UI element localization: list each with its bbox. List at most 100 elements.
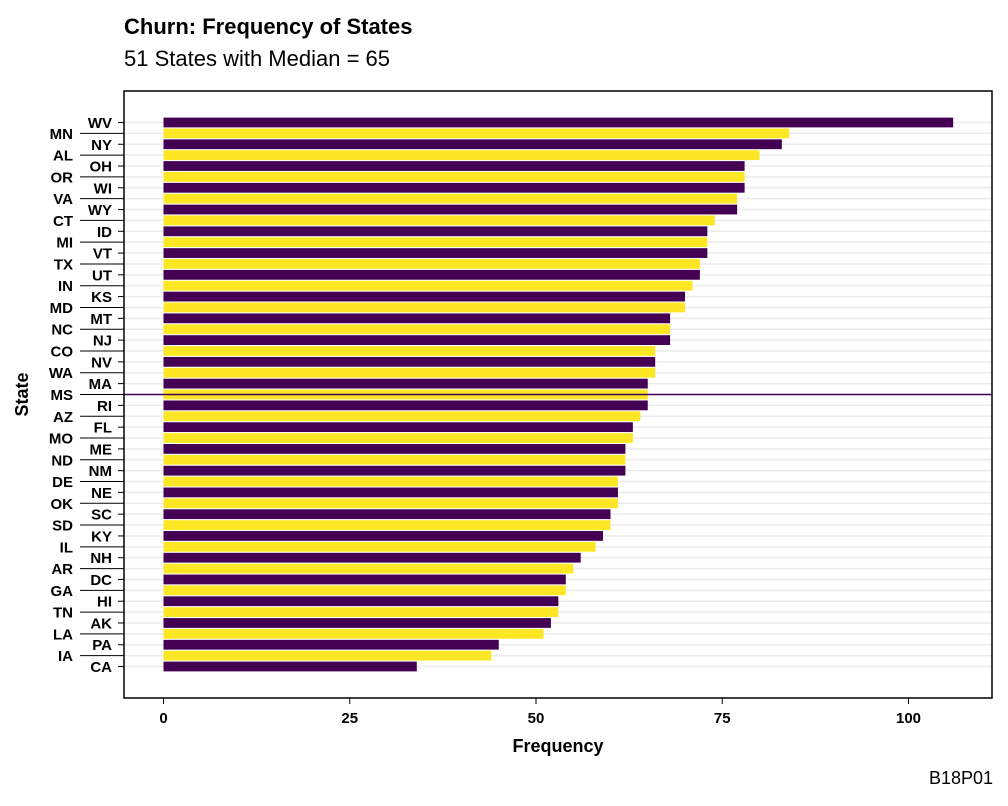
bars bbox=[163, 117, 954, 672]
y-tick-label: MI bbox=[56, 235, 73, 252]
y-tick-label: MA bbox=[89, 376, 112, 393]
y-tick-label: VT bbox=[93, 246, 112, 263]
bar-tn bbox=[163, 607, 559, 617]
bar-ak bbox=[163, 618, 551, 628]
y-tick-label: AK bbox=[90, 615, 112, 632]
y-tick-label: NM bbox=[89, 463, 112, 480]
bar-al bbox=[163, 150, 760, 161]
bar-pa bbox=[163, 639, 499, 650]
bar-nm bbox=[163, 465, 626, 476]
bar-la bbox=[163, 628, 544, 639]
y-tick-label: MO bbox=[49, 431, 73, 448]
bar-ks bbox=[163, 291, 685, 302]
bar-dc bbox=[163, 574, 566, 585]
y-tick-labels: WV MN NY AL OH OR WI VA WY CT ID MI VT TX UT IN KS MD MT NC… bbox=[49, 115, 124, 676]
bar-nh bbox=[163, 552, 581, 563]
bar-sc bbox=[163, 509, 611, 520]
y-tick-label: LA bbox=[53, 626, 73, 643]
y-tick-label: TX bbox=[54, 256, 73, 273]
y-tick-label: DE bbox=[52, 474, 73, 491]
y-tick-label: MS bbox=[51, 387, 74, 404]
y-tick-label: CA bbox=[90, 659, 112, 676]
y-tick-label: NH bbox=[90, 550, 112, 567]
y-axis-title: State bbox=[12, 372, 32, 416]
x-tick-label: 75 bbox=[714, 710, 731, 727]
bar-mt bbox=[163, 313, 671, 324]
y-tick-label: NV bbox=[91, 354, 112, 371]
y-tick-label: SC bbox=[91, 507, 112, 524]
y-tick-label: WY bbox=[88, 202, 112, 219]
x-axis-title: Frequency bbox=[512, 736, 603, 756]
y-tick-label: KS bbox=[91, 289, 112, 306]
bar-ky bbox=[163, 531, 604, 541]
bar-in bbox=[163, 280, 693, 291]
y-tick-label: CT bbox=[53, 213, 73, 230]
bar-co bbox=[163, 346, 656, 356]
y-tick-label: ND bbox=[51, 452, 73, 469]
y-tick-label: OR bbox=[51, 169, 74, 186]
bar-ga bbox=[163, 585, 566, 596]
bar-ne bbox=[163, 487, 618, 498]
y-tick-label: MT bbox=[90, 311, 112, 328]
bar-sd bbox=[163, 520, 611, 530]
y-tick-label: HI bbox=[97, 594, 112, 611]
y-tick-label: UT bbox=[92, 267, 112, 284]
bar-me bbox=[163, 444, 626, 454]
bar-md bbox=[163, 302, 685, 313]
y-tick-label: KY bbox=[91, 528, 112, 545]
y-tick-label: WV bbox=[88, 115, 112, 132]
y-tick-label: MN bbox=[50, 126, 73, 143]
x-tick-label: 25 bbox=[341, 710, 358, 727]
y-tick-label: MD bbox=[50, 300, 73, 317]
bar-ok bbox=[163, 498, 618, 509]
y-tick-label: OH bbox=[90, 159, 113, 176]
bar-ut bbox=[163, 269, 700, 280]
x-tick-label: 100 bbox=[896, 710, 921, 727]
bar-tx bbox=[163, 259, 700, 269]
y-tick-label: CO bbox=[51, 343, 74, 360]
bar-ct bbox=[163, 215, 715, 226]
y-tick-label: ME bbox=[90, 441, 113, 458]
bar-va bbox=[163, 193, 738, 204]
bar-de bbox=[163, 476, 618, 487]
bar-nv bbox=[163, 356, 656, 367]
y-tick-label: SD bbox=[52, 518, 73, 535]
bar-fl bbox=[163, 422, 633, 433]
bar-mi bbox=[163, 237, 708, 248]
bar-ar bbox=[163, 563, 574, 574]
y-tick-label: ID bbox=[97, 224, 112, 241]
bar-ma bbox=[163, 378, 648, 389]
bar-ia bbox=[163, 650, 492, 661]
bar-wy bbox=[163, 204, 738, 215]
y-tick-label: FL bbox=[94, 420, 112, 437]
x-tick-label: 0 bbox=[159, 710, 167, 727]
y-tick-label: NY bbox=[91, 137, 112, 154]
y-tick-label: IL bbox=[60, 539, 73, 556]
bar-nd bbox=[163, 454, 626, 465]
bar-ca bbox=[163, 661, 417, 672]
bar-wv bbox=[163, 117, 954, 128]
y-tick-label: OK bbox=[51, 496, 74, 513]
y-tick-label: AL bbox=[53, 148, 73, 165]
bar-hi bbox=[163, 596, 559, 607]
y-tick-label: NC bbox=[51, 322, 73, 339]
bar-mo bbox=[163, 433, 633, 443]
bar-nj bbox=[163, 335, 671, 345]
y-tick-label: PA bbox=[92, 637, 112, 654]
bar-il bbox=[163, 541, 596, 552]
y-tick-label: WI bbox=[94, 180, 112, 197]
bar-ri bbox=[163, 400, 648, 411]
bar-ny bbox=[163, 139, 782, 150]
bar-wi bbox=[163, 182, 745, 193]
y-tick-label: IN bbox=[58, 278, 73, 295]
y-tick-label: AR bbox=[51, 561, 73, 578]
bar-az bbox=[163, 411, 641, 422]
x-ticks: 0 25 50 75 100 bbox=[159, 698, 921, 727]
bar-mn bbox=[163, 128, 790, 139]
y-tick-label: GA bbox=[51, 583, 74, 600]
y-tick-label: WA bbox=[49, 365, 73, 382]
figure-caption: B18P01 bbox=[928, 768, 993, 788]
bar-vt bbox=[163, 248, 708, 258]
bar-or bbox=[163, 172, 745, 182]
bar-nc bbox=[163, 324, 671, 335]
